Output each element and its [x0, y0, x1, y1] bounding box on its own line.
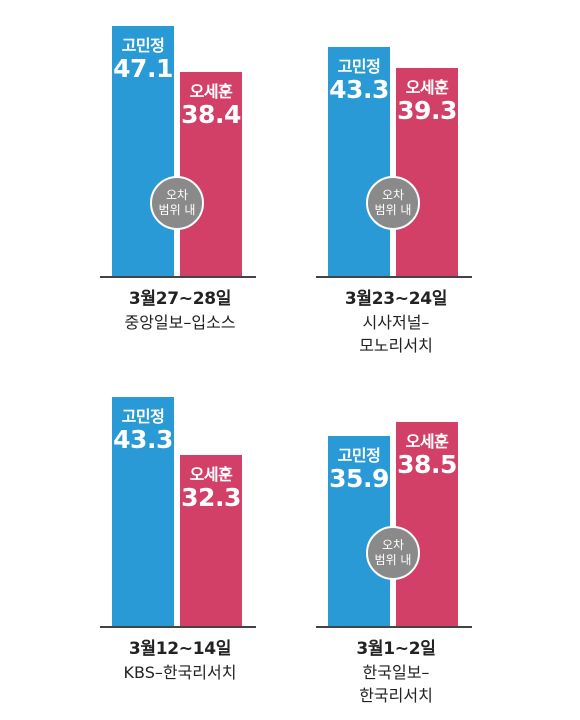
bar-oh-0: 오세훈 38.4 — [180, 72, 242, 276]
poll-caption: 3월23~24일 시사저널– 모노리서치 — [296, 288, 496, 357]
data-label-goh: 43.3 — [113, 424, 173, 454]
poll-source-line-2: 모노리서치 — [359, 336, 433, 355]
poll-date: 3월27~28일 — [128, 289, 232, 309]
chart-panel-0: 고민정 47.1 오세훈 38.4 오차 범위 내 3월27~28일 중앙일보–… — [100, 18, 310, 348]
poll-date: 3월12~14일 — [128, 639, 232, 659]
poll-date: 3월1~2일 — [356, 639, 436, 659]
bar-oh-1: 오세훈 39.3 — [396, 67, 458, 276]
poll-caption: 3월12~14일 KBS–한국리서치 — [80, 638, 280, 684]
bar-label-oh: 오세훈 — [189, 82, 233, 102]
poll-caption: 3월1~2일 한국일보– 한국리서치 — [296, 638, 496, 707]
poll-date: 3월23~24일 — [344, 289, 448, 309]
baseline — [316, 626, 472, 628]
bar-label-oh: 오세훈 — [189, 464, 233, 484]
badge-line-1: 오차 — [165, 188, 189, 202]
chart-panel-2: 고민정 43.3 오세훈 32.3 3월12~14일 KBS–한국리서치 — [100, 368, 310, 698]
bar-label-oh: 오세훈 — [405, 431, 449, 451]
badge-line-1: 오차 — [381, 188, 405, 202]
bar-goh-1: 고민정 43.3 — [328, 46, 390, 276]
poll-source-line-1: 한국일보– — [362, 663, 430, 682]
poll-source-line-1: 시사저널– — [362, 313, 430, 332]
data-label-oh: 38.5 — [397, 449, 457, 479]
data-label-oh: 32.3 — [181, 482, 241, 512]
badge-line-2: 범위 내 — [374, 553, 412, 567]
chart-panel-3: 고민정 35.9 오세훈 38.5 오차 범위 내 3월1~2일 한국일보– 한… — [316, 368, 526, 705]
bar-label-goh: 고민정 — [121, 36, 165, 56]
poll-source: 중앙일보–입소스 — [124, 313, 236, 332]
poll-source: KBS–한국리서치 — [123, 663, 237, 682]
data-label-goh: 43.3 — [329, 74, 389, 104]
data-label-oh: 38.4 — [181, 100, 241, 130]
baseline — [100, 276, 256, 278]
bar-oh-3: 오세훈 38.5 — [396, 421, 458, 626]
margin-of-error-badge: 오차 범위 내 — [366, 526, 420, 580]
poll-caption: 3월27~28일 중앙일보–입소스 — [80, 288, 280, 334]
bar-label-goh: 고민정 — [337, 56, 381, 76]
data-label-goh: 35.9 — [329, 463, 389, 493]
badge-line-2: 범위 내 — [374, 203, 412, 217]
badge-line-1: 오차 — [381, 538, 405, 552]
data-label-oh: 39.3 — [397, 95, 457, 125]
bar-label-oh: 오세훈 — [405, 77, 449, 97]
bar-goh-2: 고민정 43.3 — [112, 396, 174, 626]
baseline — [100, 626, 256, 628]
margin-of-error-badge: 오차 범위 내 — [150, 176, 204, 230]
baseline — [316, 276, 472, 278]
bar-oh-2: 오세훈 32.3 — [180, 454, 242, 626]
data-label-goh: 47.1 — [113, 54, 173, 84]
chart-panel-1: 고민정 43.3 오세훈 39.3 오차 범위 내 3월23~24일 시사저널–… — [316, 18, 526, 355]
badge-line-2: 범위 내 — [158, 203, 196, 217]
bar-goh-0: 고민정 47.1 — [112, 26, 174, 276]
bar-label-goh: 고민정 — [121, 406, 165, 426]
bar-label-goh: 고민정 — [337, 445, 381, 465]
poll-source-line-2: 한국리서치 — [359, 686, 433, 705]
margin-of-error-badge: 오차 범위 내 — [366, 176, 420, 230]
